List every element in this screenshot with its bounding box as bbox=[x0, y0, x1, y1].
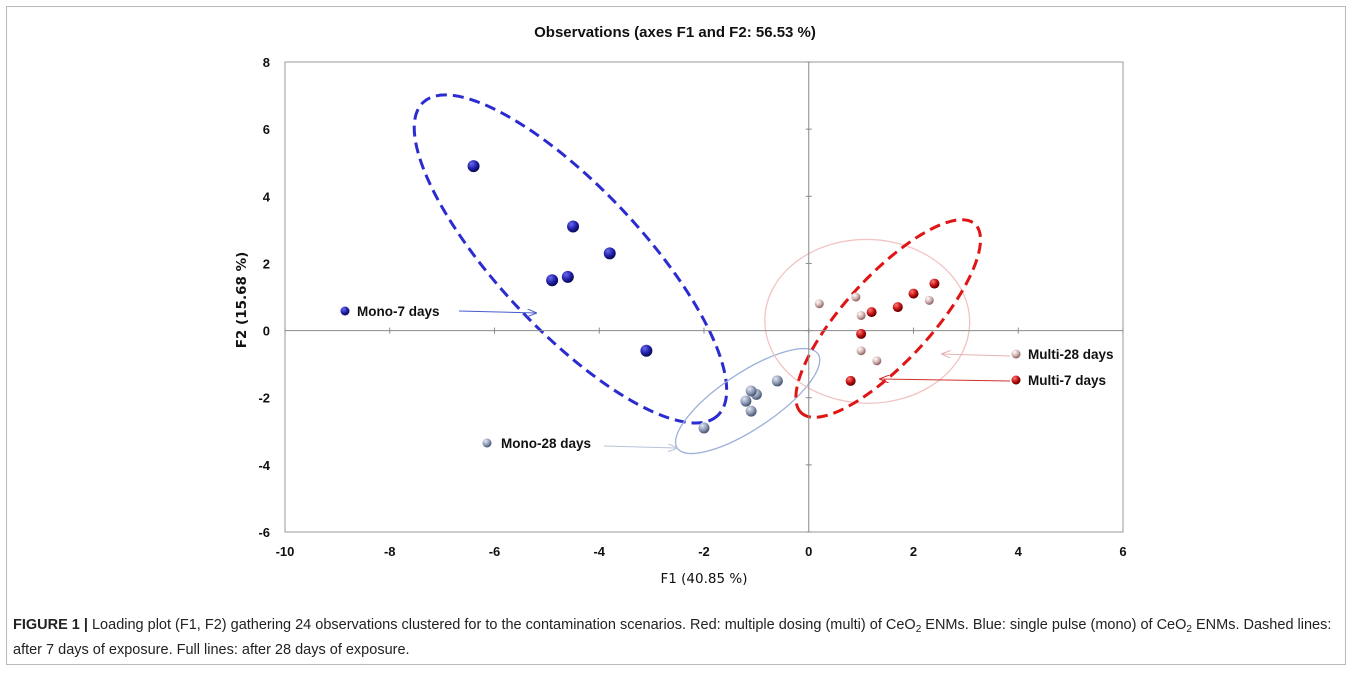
y-tick-label: 4 bbox=[263, 189, 271, 204]
data-point bbox=[567, 220, 580, 233]
data-point bbox=[740, 395, 752, 407]
group-label-marker bbox=[340, 306, 350, 316]
data-point bbox=[924, 295, 934, 305]
group-label-arrow bbox=[942, 354, 1011, 356]
data-point bbox=[698, 422, 710, 434]
data-point bbox=[467, 160, 480, 173]
x-tick-label: 0 bbox=[805, 544, 812, 559]
data-point bbox=[745, 385, 757, 397]
x-tick-label: -8 bbox=[384, 544, 396, 559]
group-label-arrow bbox=[603, 446, 677, 448]
figure-frame bbox=[6, 6, 1346, 665]
data-point bbox=[851, 292, 861, 302]
caption-subscript-1: 2 bbox=[915, 624, 922, 635]
caption-subscript-2: 2 bbox=[1186, 624, 1192, 635]
group-label-text: Multi-7 days bbox=[1028, 373, 1106, 388]
data-point bbox=[892, 302, 903, 313]
data-points bbox=[467, 160, 940, 434]
group-label-arrow bbox=[458, 311, 536, 313]
x-tick-label: -10 bbox=[276, 544, 295, 559]
group-labels: Mono-7 days Mono-28 days Multi-28 days Mult… bbox=[340, 304, 1114, 451]
axes: -10 -8 -6 -4 -2 0 2 4 6 -6 -4 -2 0 2 4 6 8 bbox=[258, 55, 1126, 559]
caption-label: FIGURE 1 | bbox=[13, 617, 88, 633]
data-point bbox=[856, 310, 866, 320]
x-tick-label: -4 bbox=[593, 544, 605, 559]
y-tick-label: 2 bbox=[263, 256, 270, 271]
figure-caption: FIGURE 1 | Loading plot (F1, F2) gatheri… bbox=[13, 615, 1333, 661]
plot-area-border bbox=[284, 61, 1124, 533]
data-point bbox=[546, 274, 559, 287]
y-tick-label: -6 bbox=[258, 525, 270, 540]
x-tick-label: 2 bbox=[910, 544, 917, 559]
x-tick-label: -6 bbox=[489, 544, 501, 559]
x-axis-label: F1 (40.85 %) bbox=[661, 571, 748, 587]
group-label-text: Mono-7 days bbox=[357, 304, 440, 319]
cluster-ellipse bbox=[794, 218, 983, 419]
caption-text-3: ENMs. Dashed lines: after 7 days of expo… bbox=[13, 617, 1332, 658]
data-point bbox=[745, 405, 757, 417]
cluster-ellipse bbox=[412, 93, 729, 425]
data-point bbox=[856, 346, 866, 356]
y-tick-label: 0 bbox=[263, 324, 270, 339]
y-tick-label: 6 bbox=[263, 122, 270, 137]
data-point bbox=[561, 270, 574, 283]
group-label-text: Multi-28 days bbox=[1028, 347, 1114, 362]
data-point bbox=[866, 307, 877, 318]
scatter-chart: Observations (axes F1 and F2: 56.53 %) -… bbox=[234, 24, 1127, 587]
data-point bbox=[845, 375, 856, 386]
group-label-arrow bbox=[880, 379, 1011, 381]
y-tick-label: -2 bbox=[258, 391, 270, 406]
data-point bbox=[603, 247, 616, 260]
data-point bbox=[771, 375, 783, 387]
cluster-ellipse bbox=[764, 238, 971, 404]
group-label-marker bbox=[482, 438, 492, 448]
data-point bbox=[929, 278, 940, 289]
data-point bbox=[640, 344, 653, 357]
group-label-marker bbox=[1011, 349, 1021, 359]
chart-title: Observations (axes F1 and F2: 56.53 %) bbox=[534, 24, 816, 41]
y-axis-label: F2 (15.68 %) bbox=[234, 252, 250, 349]
x-tick-label: 4 bbox=[1015, 544, 1023, 559]
caption-text-2: ENMs. Blue: single pulse (mono) of CeO bbox=[921, 617, 1187, 633]
group-label-marker bbox=[1011, 375, 1021, 385]
data-point bbox=[856, 328, 867, 339]
x-tick-label: -2 bbox=[698, 544, 710, 559]
data-point bbox=[908, 288, 919, 299]
data-point bbox=[814, 299, 824, 309]
y-tick-label: 8 bbox=[263, 55, 270, 70]
caption-text-1: Loading plot (F1, F2) gathering 24 obser… bbox=[87, 617, 916, 633]
data-point bbox=[872, 356, 882, 366]
x-tick-label: 6 bbox=[1119, 544, 1126, 559]
y-tick-label: -4 bbox=[258, 458, 270, 473]
cluster-ellipses bbox=[412, 93, 983, 455]
group-label-text: Mono-28 days bbox=[501, 436, 591, 451]
